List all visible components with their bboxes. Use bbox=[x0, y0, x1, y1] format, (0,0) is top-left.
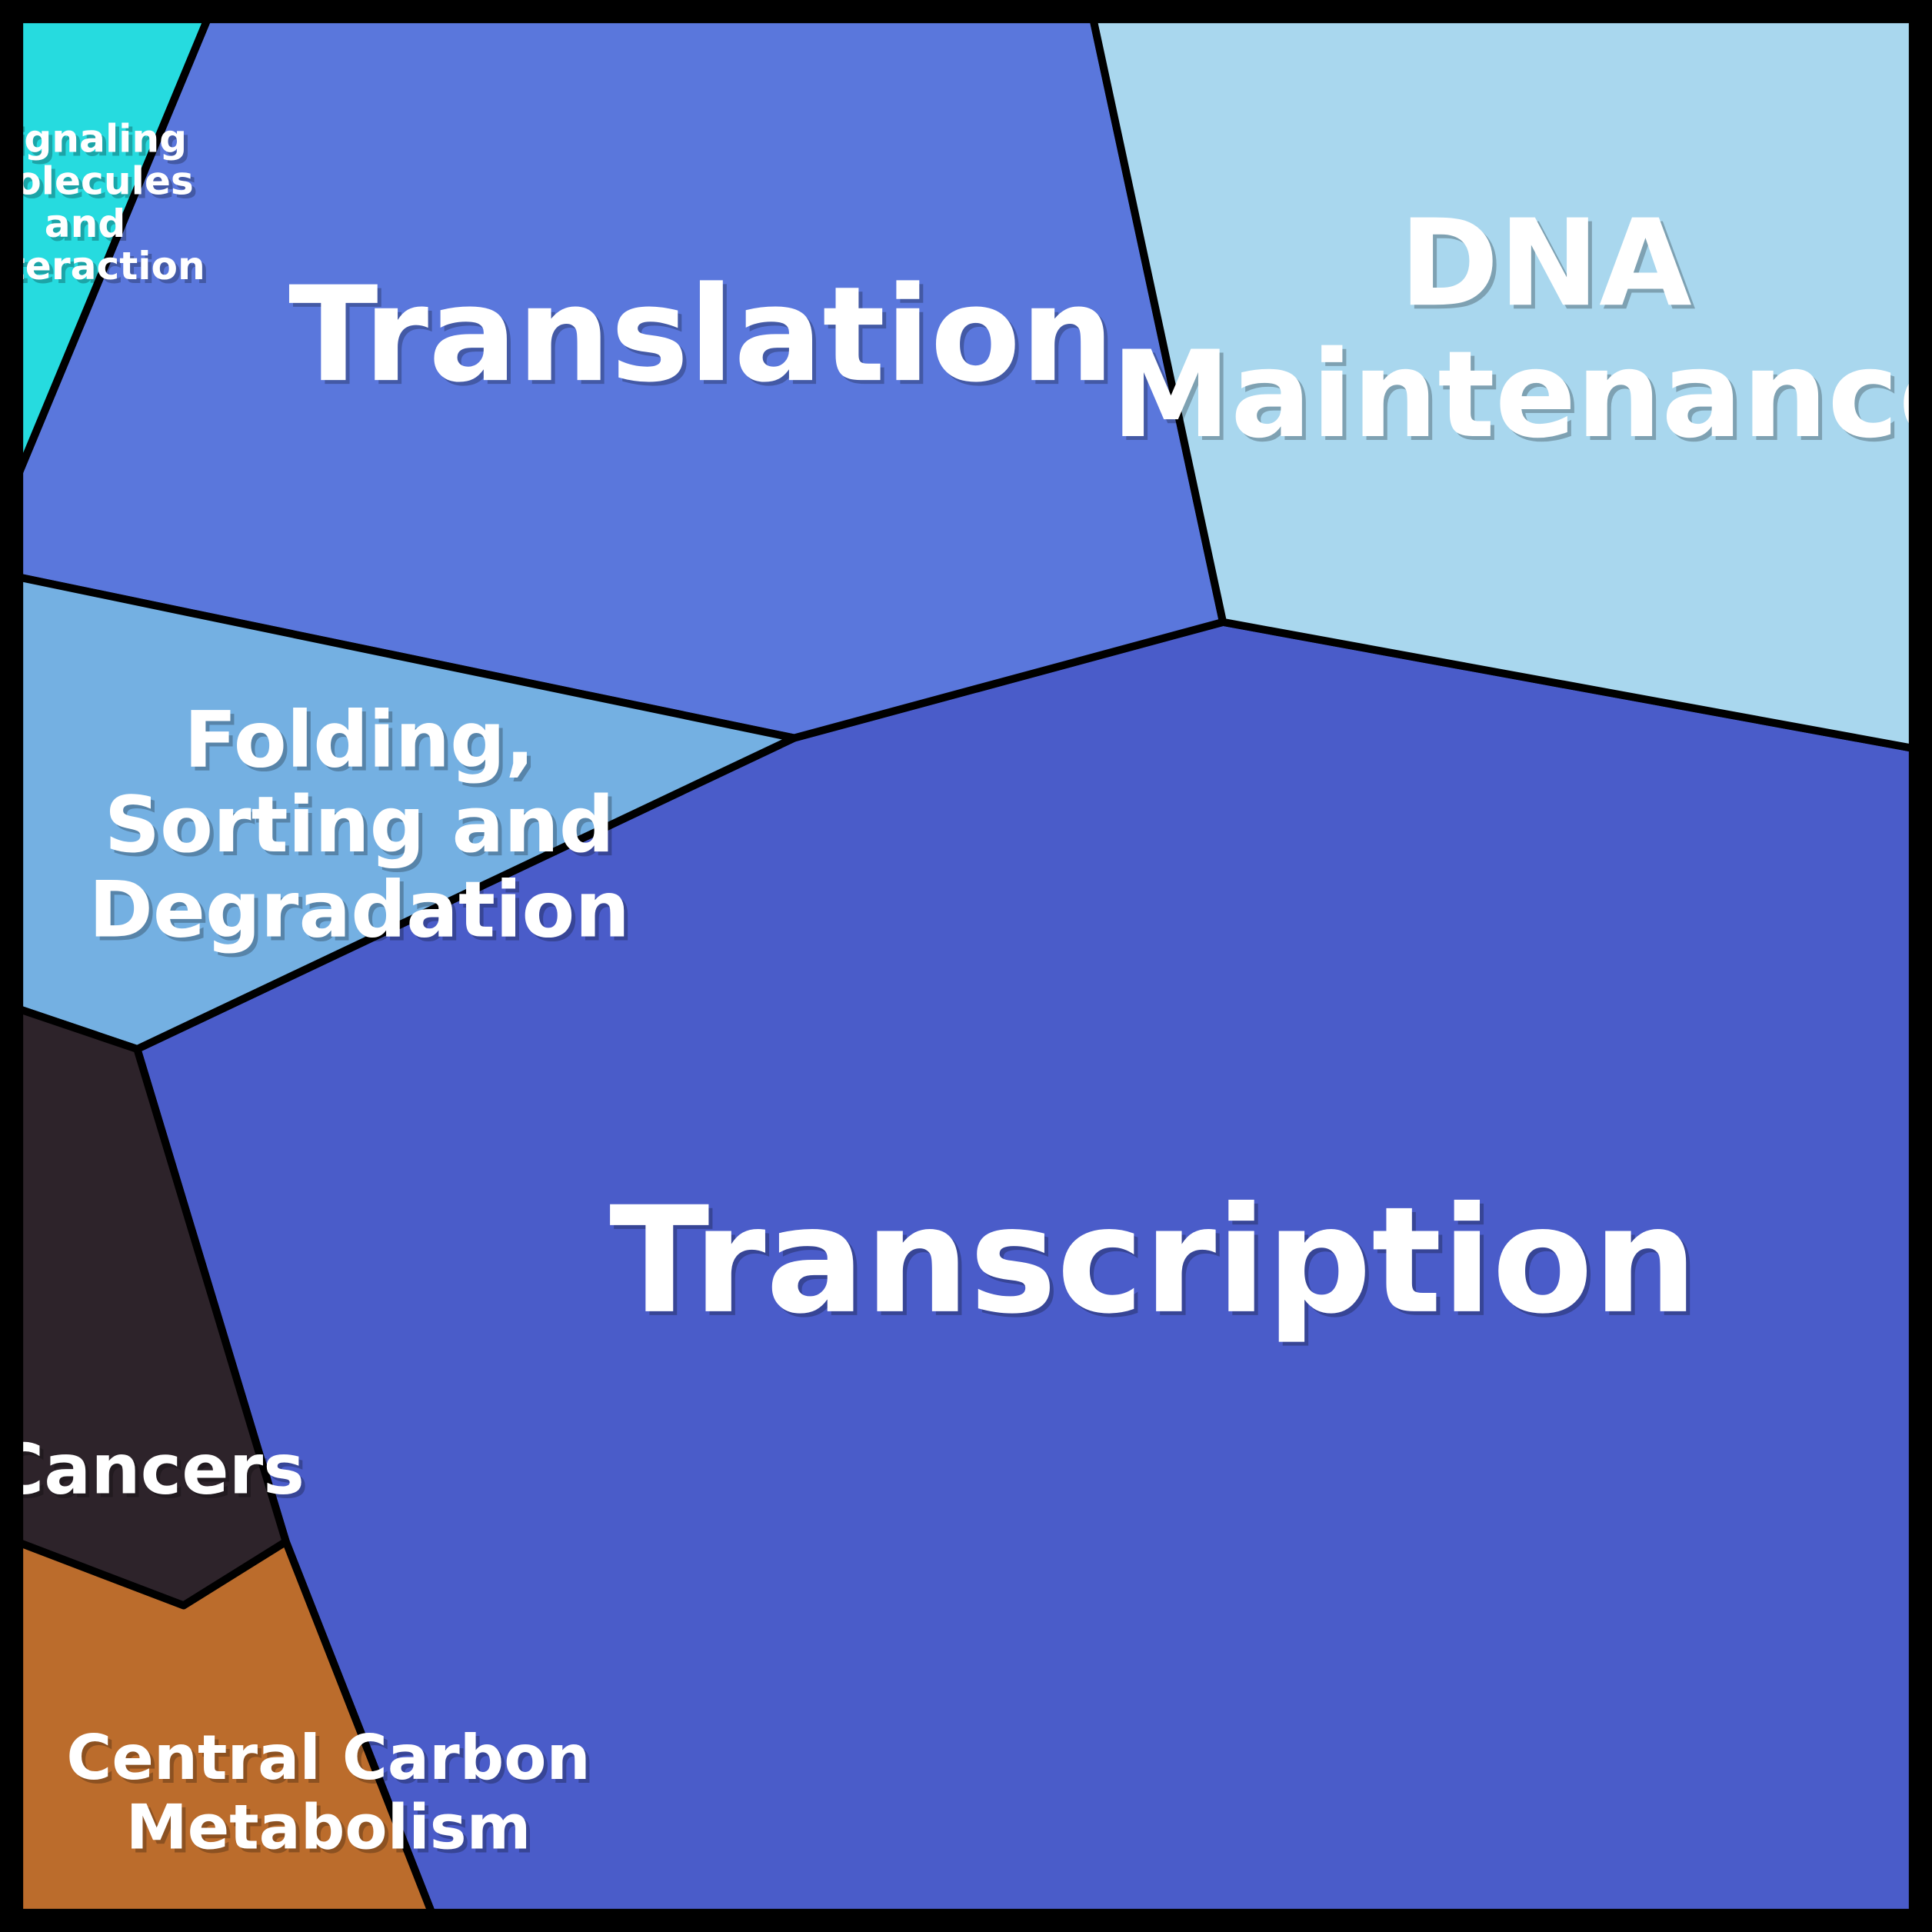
label-translation: Translation bbox=[288, 258, 1114, 411]
label-central-carbon: Central CarbonMetabolism bbox=[66, 1721, 590, 1863]
voronoi-treemap: TranscriptionTranscriptionTranslationTra… bbox=[0, 0, 1932, 1932]
label-cancers: Cancers bbox=[0, 1430, 305, 1511]
label-signaling: SignalingMoleculesandInteraction bbox=[0, 115, 205, 288]
label-transcription: Transcription bbox=[609, 1176, 1697, 1347]
